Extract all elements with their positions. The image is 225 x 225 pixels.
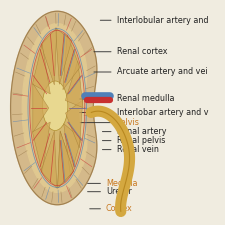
Text: Renal vein: Renal vein [102,145,158,154]
Polygon shape [63,35,80,90]
Polygon shape [32,122,50,172]
Text: Pelvis: Pelvis [68,118,140,127]
Polygon shape [58,131,74,188]
Polygon shape [55,28,72,84]
Polygon shape [22,24,87,192]
Ellipse shape [42,81,68,130]
Polygon shape [11,11,97,205]
Polygon shape [32,44,50,94]
Polygon shape [41,131,57,188]
Text: Medulla: Medulla [88,179,137,188]
Text: Renal medulla: Renal medulla [79,94,174,104]
Polygon shape [58,131,74,188]
Polygon shape [31,32,80,184]
Text: Renal cortex: Renal cortex [94,47,167,56]
Text: Arcuate artery and vei: Arcuate artery and vei [94,68,207,76]
Polygon shape [64,124,81,176]
Text: Interlobar artery and v: Interlobar artery and v [73,108,208,117]
Text: Renal pelvis: Renal pelvis [102,136,165,145]
Polygon shape [65,61,83,108]
Text: Interlobular artery and: Interlobular artery and [100,16,208,25]
Text: Ureter: Ureter [88,187,132,196]
Text: Renal artery: Renal artery [102,127,166,136]
Polygon shape [41,28,57,85]
Polygon shape [33,83,49,133]
Polygon shape [65,100,83,148]
Text: Cortex: Cortex [90,204,133,213]
